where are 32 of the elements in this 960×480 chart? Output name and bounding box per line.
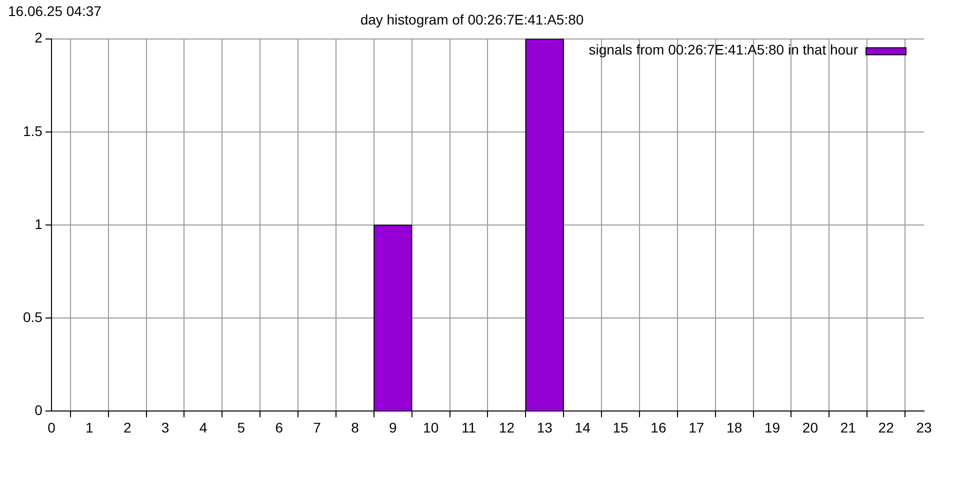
y-tick-label: 2 [34, 30, 43, 46]
x-tick-label: 11 [461, 419, 476, 436]
x-tick-label: 7 [313, 419, 322, 436]
x-tick-label: 9 [388, 419, 397, 436]
y-tick-label: 0.5 [22, 308, 43, 325]
x-tick-label: 13 [536, 419, 553, 436]
x-tick-label: 12 [498, 419, 515, 436]
x-tick-label: 1 [86, 419, 94, 436]
x-tick-label: 21 [840, 419, 856, 436]
y-tick-label: 0 [34, 402, 43, 418]
x-tick-label: 5 [237, 419, 246, 436]
x-tick-label: 17 [688, 419, 704, 436]
y-tick-label: 1.5 [22, 122, 43, 139]
x-tick-label: 23 [916, 419, 932, 436]
x-tick-label: 2 [123, 419, 132, 436]
chart-title: day histogram of 00:26:7E:41:A5:80 [360, 11, 584, 28]
legend-label: signals from 00:26:7E:41:A5:80 in that hour [588, 42, 858, 58]
x-tick-label: 6 [275, 419, 284, 436]
x-tick-label: 20 [802, 419, 818, 436]
y-tick-label: 1 [34, 216, 43, 232]
x-tick-label: 18 [726, 419, 742, 436]
x-tick-label: 0 [48, 419, 56, 436]
x-tick-label: 10 [423, 419, 439, 436]
x-tick-label: 22 [878, 419, 894, 436]
x-tick-label: 14 [574, 419, 591, 436]
text: 16.06.25 04:37 [8, 2, 102, 19]
x-tick-label: 8 [351, 419, 360, 436]
x-tick-label: 16 [650, 419, 666, 436]
x-tick-label: 4 [199, 419, 208, 436]
x-tick-label: 15 [612, 419, 629, 436]
x-tick-label: 19 [764, 419, 780, 436]
x-tick-label: 3 [161, 419, 170, 436]
